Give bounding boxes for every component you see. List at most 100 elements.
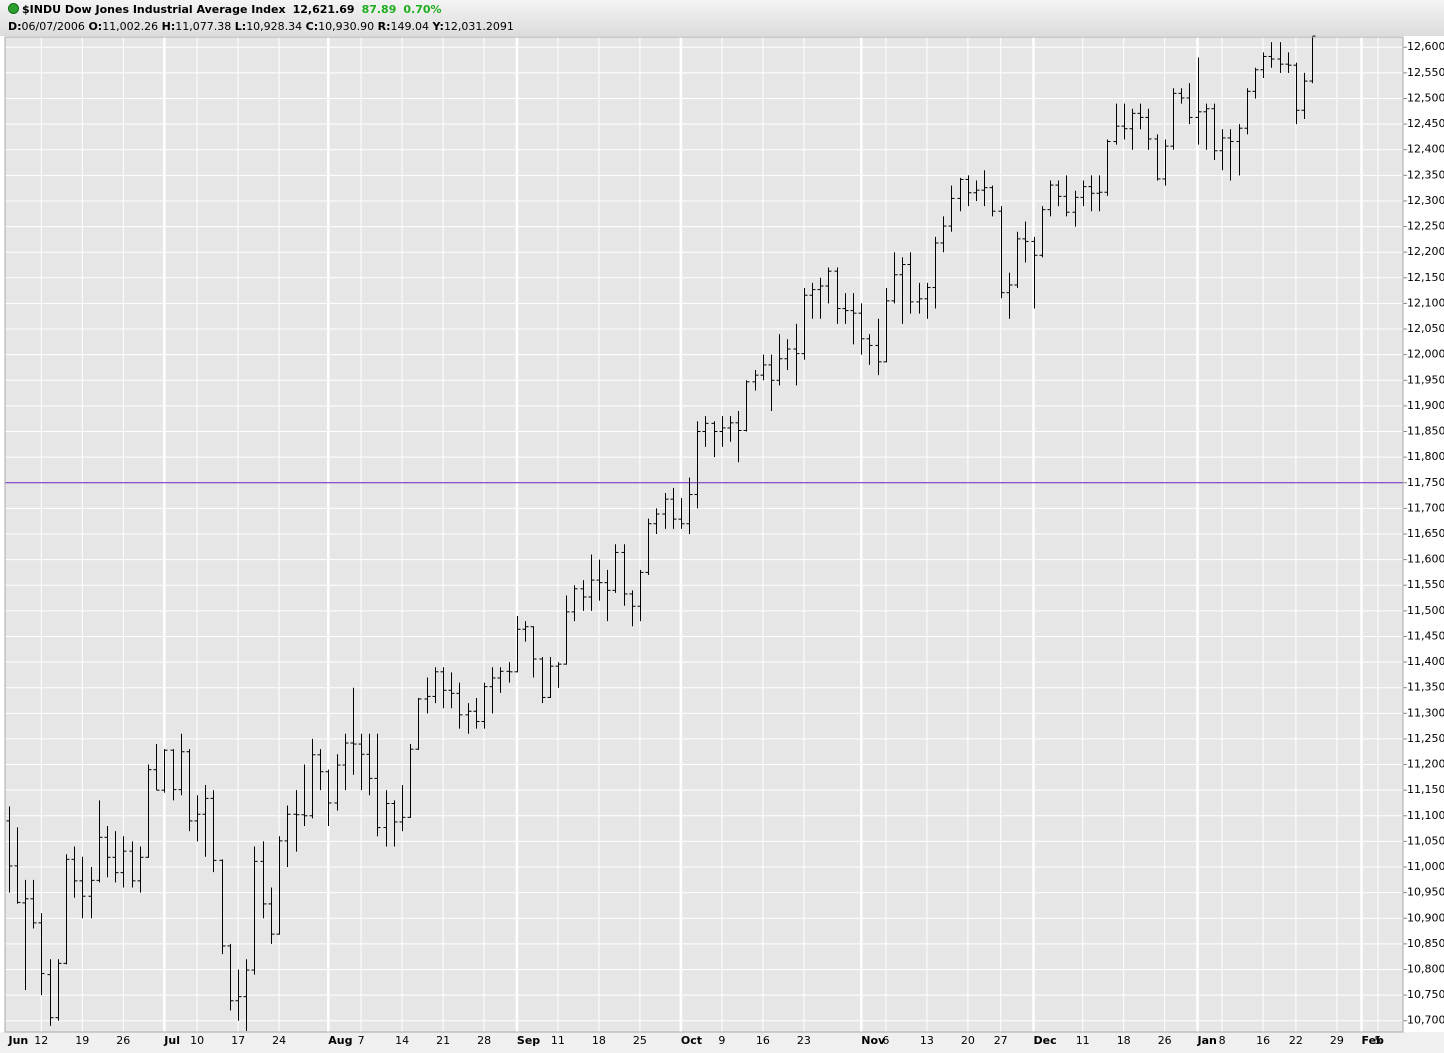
symbol: $INDU Dow Jones Industrial Average Index [22,3,286,16]
ohlc-bar [1072,190,1079,227]
ohlc-bar [580,580,587,611]
x-tick-label: 26 [116,1034,130,1047]
last-price: 12,621.69 [292,3,355,16]
ohlc-bar [1096,175,1103,212]
ohlc-bar [825,267,832,304]
x-tick-label: 16 [1256,1034,1270,1047]
ohlc-bar [260,841,267,919]
ohlc-bar [6,806,13,893]
x-tick-label: 18 [1117,1034,1131,1047]
x-tick-label: 11 [551,1034,565,1047]
x-tick-label: 7 [358,1034,365,1047]
ohlc-bar [1104,139,1111,196]
ohlc-bar [965,175,972,207]
ohlc-bar [309,738,316,819]
y-tick-label: 11,250 [1407,732,1444,745]
ohlc-bar [473,697,480,729]
ohlc-bar [899,257,906,324]
x-tick-label: 28 [477,1034,491,1047]
x-tick-label: 10 [190,1034,204,1047]
ohlc-bar [883,288,890,363]
ohlc-bar [1301,72,1308,119]
x-tick-label: 5 [1374,1034,1381,1047]
ohlc-bar [686,477,693,534]
ohlc-bar [743,380,750,432]
y-tick-label: 12,350 [1407,168,1444,181]
x-tick-label: 26 [1158,1034,1172,1047]
x-tick-label: 17 [231,1034,245,1047]
x-tick-label-major: Feb [1362,1034,1385,1047]
y-tick-label: 10,750 [1407,988,1444,1001]
ohlc-bar [1219,129,1226,171]
ohlc-bar [1277,42,1284,73]
y-tick-label: 12,150 [1407,271,1444,284]
x-tick-label: 12 [34,1034,48,1047]
y-tick-label: 11,800 [1407,450,1444,463]
x-tick-label: 23 [797,1034,811,1047]
x-tick-label: 6 [882,1034,889,1047]
ohlc-bar [1031,236,1038,309]
x-axis-area [0,1032,1444,1053]
ohlc-bar [1285,52,1292,73]
ohlc-bar [325,769,332,827]
ohlc-bar [38,913,45,996]
ohlc-bar [194,795,201,842]
ohlc-bar [301,764,308,827]
y-tick-label: 12,250 [1407,220,1444,233]
y-tick-label: 11,700 [1407,501,1444,514]
x-tick-label: 16 [756,1034,770,1047]
ohlc-bar [202,785,209,857]
ohlc-bar [243,959,250,1031]
ohlc-bar [1137,103,1144,130]
ohlc-bar [1088,175,1095,212]
ohlc-bar [415,697,422,750]
ohlc-bar [801,288,808,360]
y-tick-label: 10,850 [1407,937,1444,950]
ohlc-bar [571,585,578,622]
ohlc-bar [96,800,103,883]
ohlc-bar [112,831,119,883]
ohlc-bar [1014,231,1021,289]
ohlc-bar [350,687,357,775]
ohlc-bar [547,656,554,698]
ohlc-bar [1268,42,1275,68]
y-tick-label: 11,000 [1407,860,1444,873]
y-tick-label: 12,000 [1407,348,1444,361]
info-key: L: [234,20,247,33]
y-tick-label: 11,900 [1407,399,1444,412]
ohlc-bar [1022,221,1029,263]
ohlc-bar [161,749,168,793]
ohlc-bar [637,569,644,622]
ohlc-bar [752,370,759,391]
info-key: Y: [432,20,444,33]
ohlc-bar [604,569,611,622]
y-tick-label: 12,100 [1407,296,1444,309]
plot-border [4,36,1404,1033]
info-value: 10,930.90 [318,20,375,33]
ohlc-bar [210,790,217,873]
y-tick-label: 11,600 [1407,553,1444,566]
ohlc-bar [948,185,955,232]
info-key: D: [8,20,22,33]
ohlc-bar [645,518,652,575]
ohlc-bar [432,667,439,704]
x-tick-label-major: Jun [8,1034,29,1047]
ohlc-bar [1121,103,1128,140]
y-tick-label: 11,050 [1407,834,1444,847]
ohlc-bar [1186,83,1193,125]
info-key: O: [88,20,103,33]
ohlc-bar [251,846,258,975]
ohlc-bar [1145,108,1152,150]
x-tick-label: 22 [1289,1034,1303,1047]
bar-info: D:06/07/2006 O:11,002.26 H:11,077.38 L:1… [8,20,514,33]
ohlc-bar [973,180,980,201]
y-tick-label: 11,400 [1407,655,1444,668]
ohlc-bar [448,672,455,709]
y-tick-label: 12,450 [1407,117,1444,130]
y-tick-label: 10,800 [1407,962,1444,975]
ohlc-bar [1260,52,1267,78]
ohlc-bar [629,590,636,627]
ohlc-bar [1236,124,1243,176]
ohlc-bar [1129,108,1136,150]
